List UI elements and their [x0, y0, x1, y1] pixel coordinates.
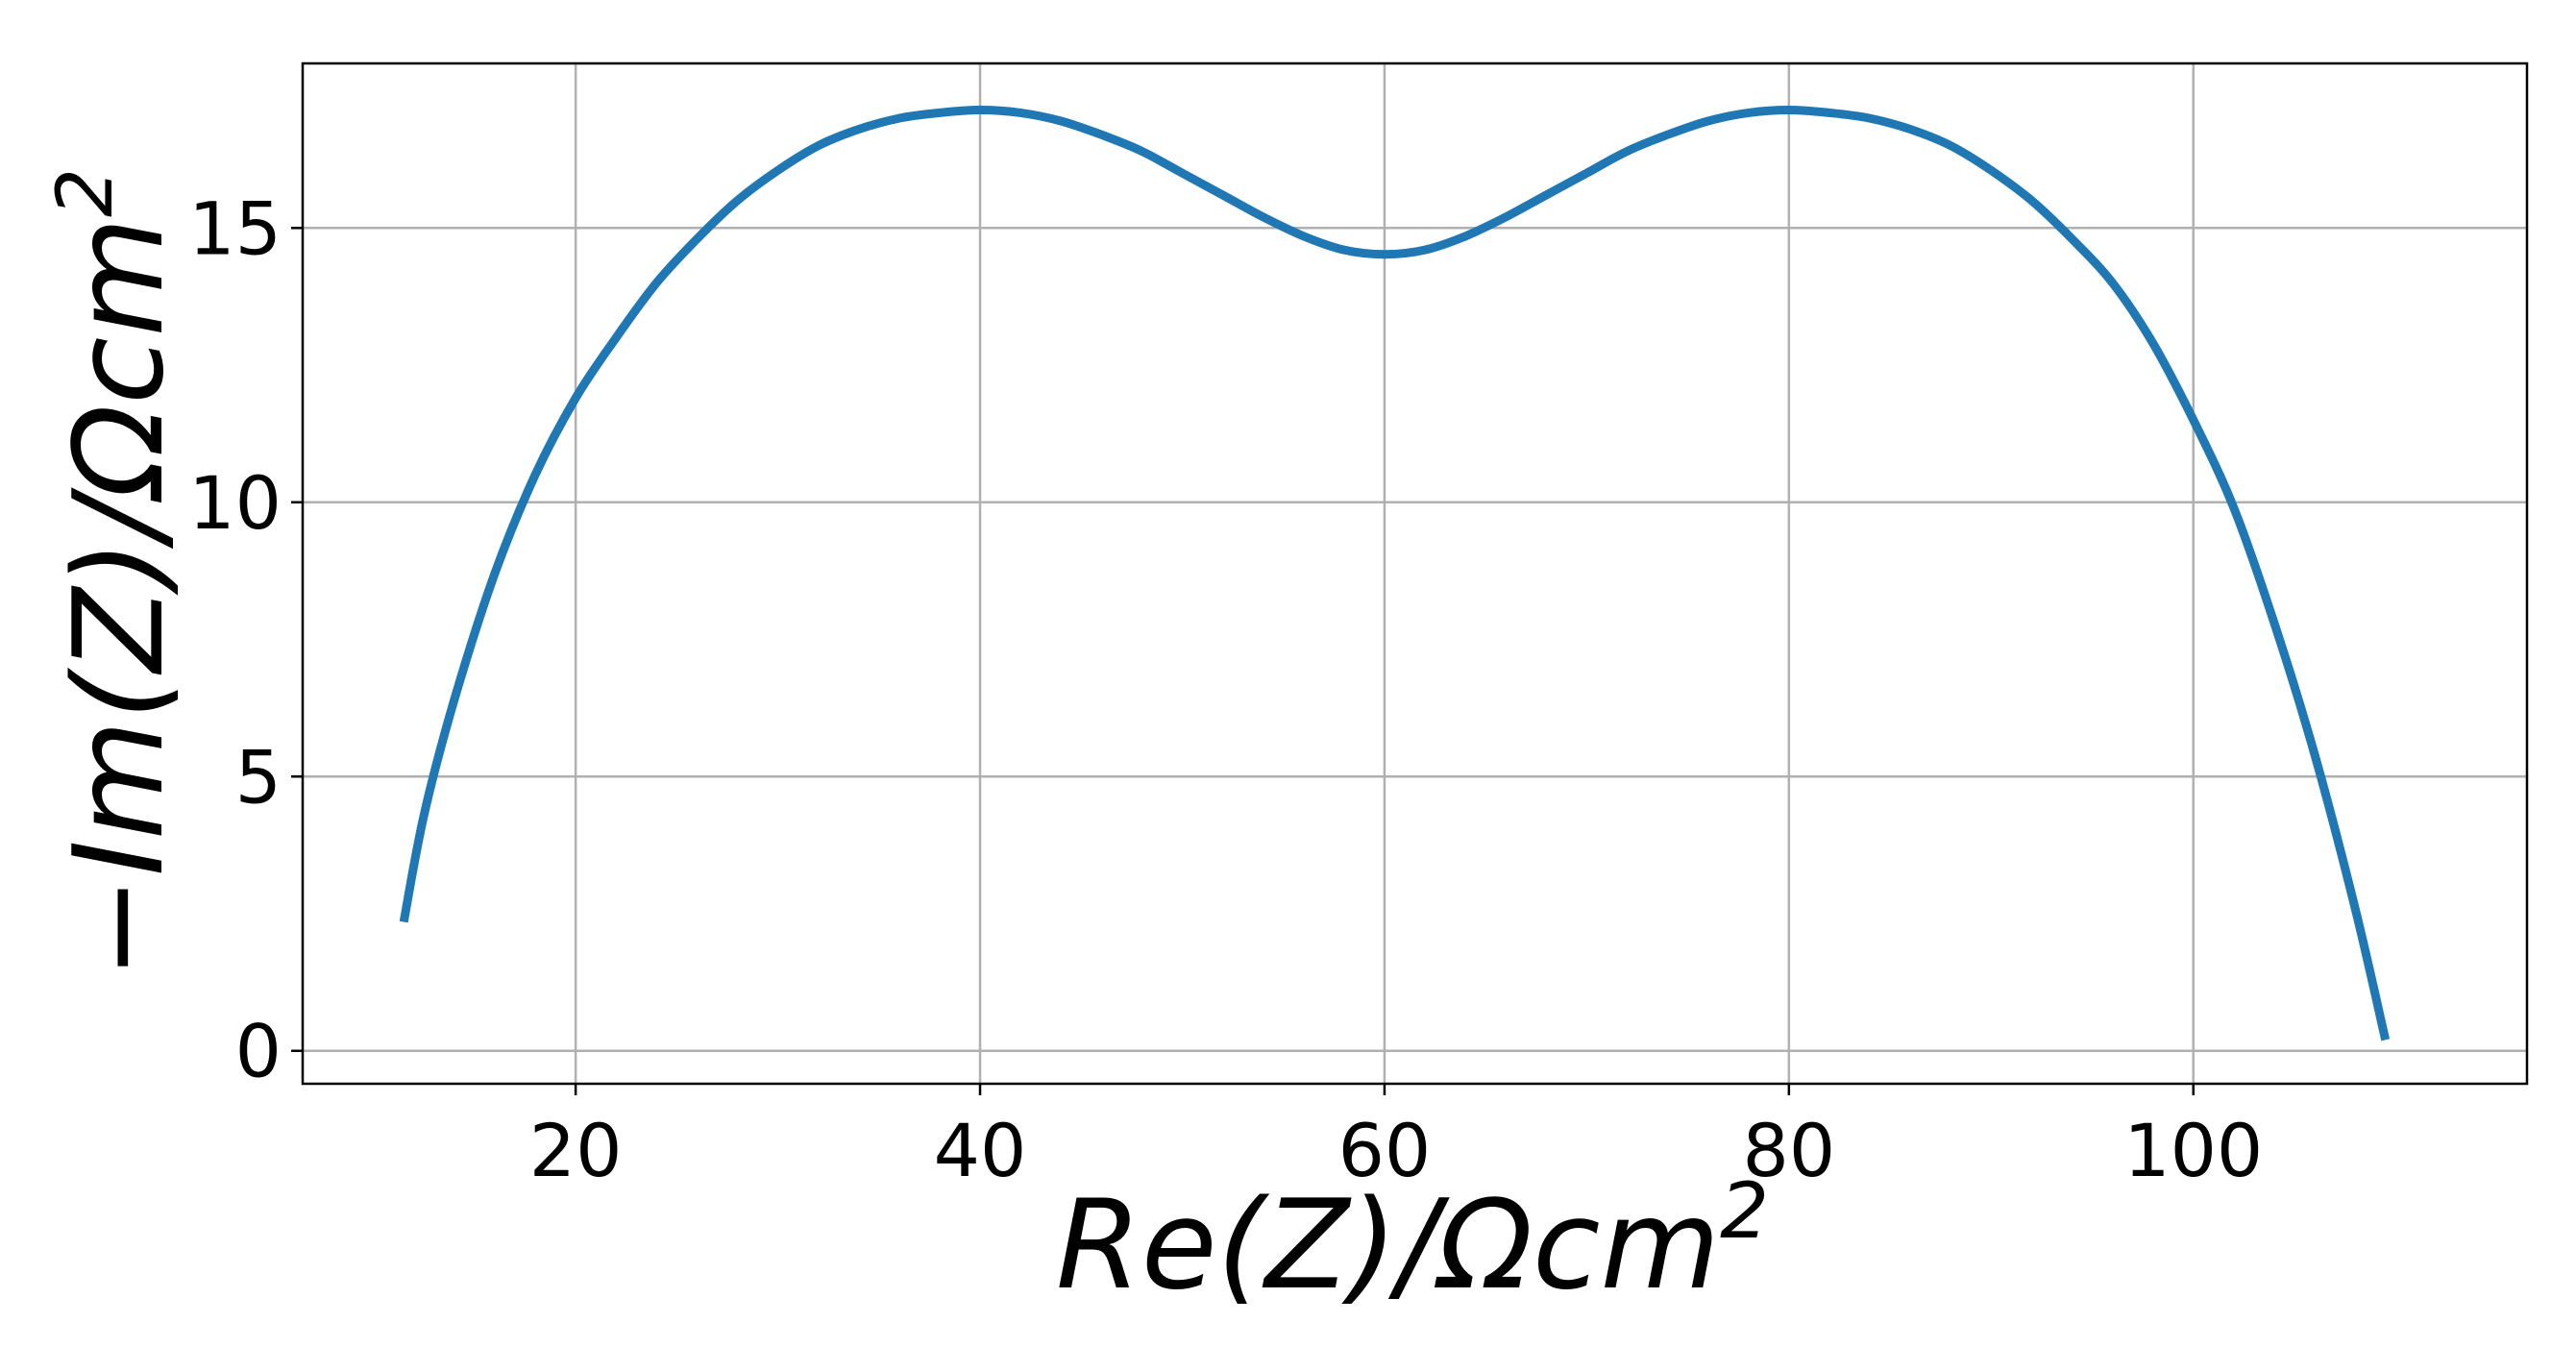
data-series — [399, 106, 2391, 1041]
x-axis-label-superscript: 2 — [1720, 1166, 1769, 1256]
y-axis-label-text: −Im(Z)/Ωcm — [48, 217, 191, 979]
y-axis-label-superscript: 2 — [40, 168, 130, 217]
x-tick-label: 100 — [2123, 1108, 2263, 1193]
x-axis-label: Re(Z)/Ωcm2 — [1056, 1166, 1769, 1317]
y-tick-label: 10 — [188, 460, 282, 546]
x-tick-label: 20 — [529, 1108, 623, 1193]
x-tick-label: 80 — [1742, 1108, 1835, 1193]
x-tick-label: 60 — [1338, 1108, 1432, 1193]
x-axis-label-text: Re(Z)/Ωcm — [1056, 1174, 1720, 1317]
y-tick-label: 15 — [188, 185, 282, 271]
y-tick-label: 0 — [235, 1009, 282, 1094]
y-tick-label: 5 — [235, 734, 282, 820]
plot-frame — [301, 61, 2529, 1086]
y-axis-label: −Im(Z)/Ωcm2 — [40, 168, 191, 979]
series-line — [399, 106, 2391, 1041]
grid-lines — [303, 63, 2527, 1084]
x-tick-label: 40 — [934, 1108, 1027, 1193]
axis-ticks: 20 40 60 80 100 0 5 10 15 — [188, 185, 2263, 1193]
